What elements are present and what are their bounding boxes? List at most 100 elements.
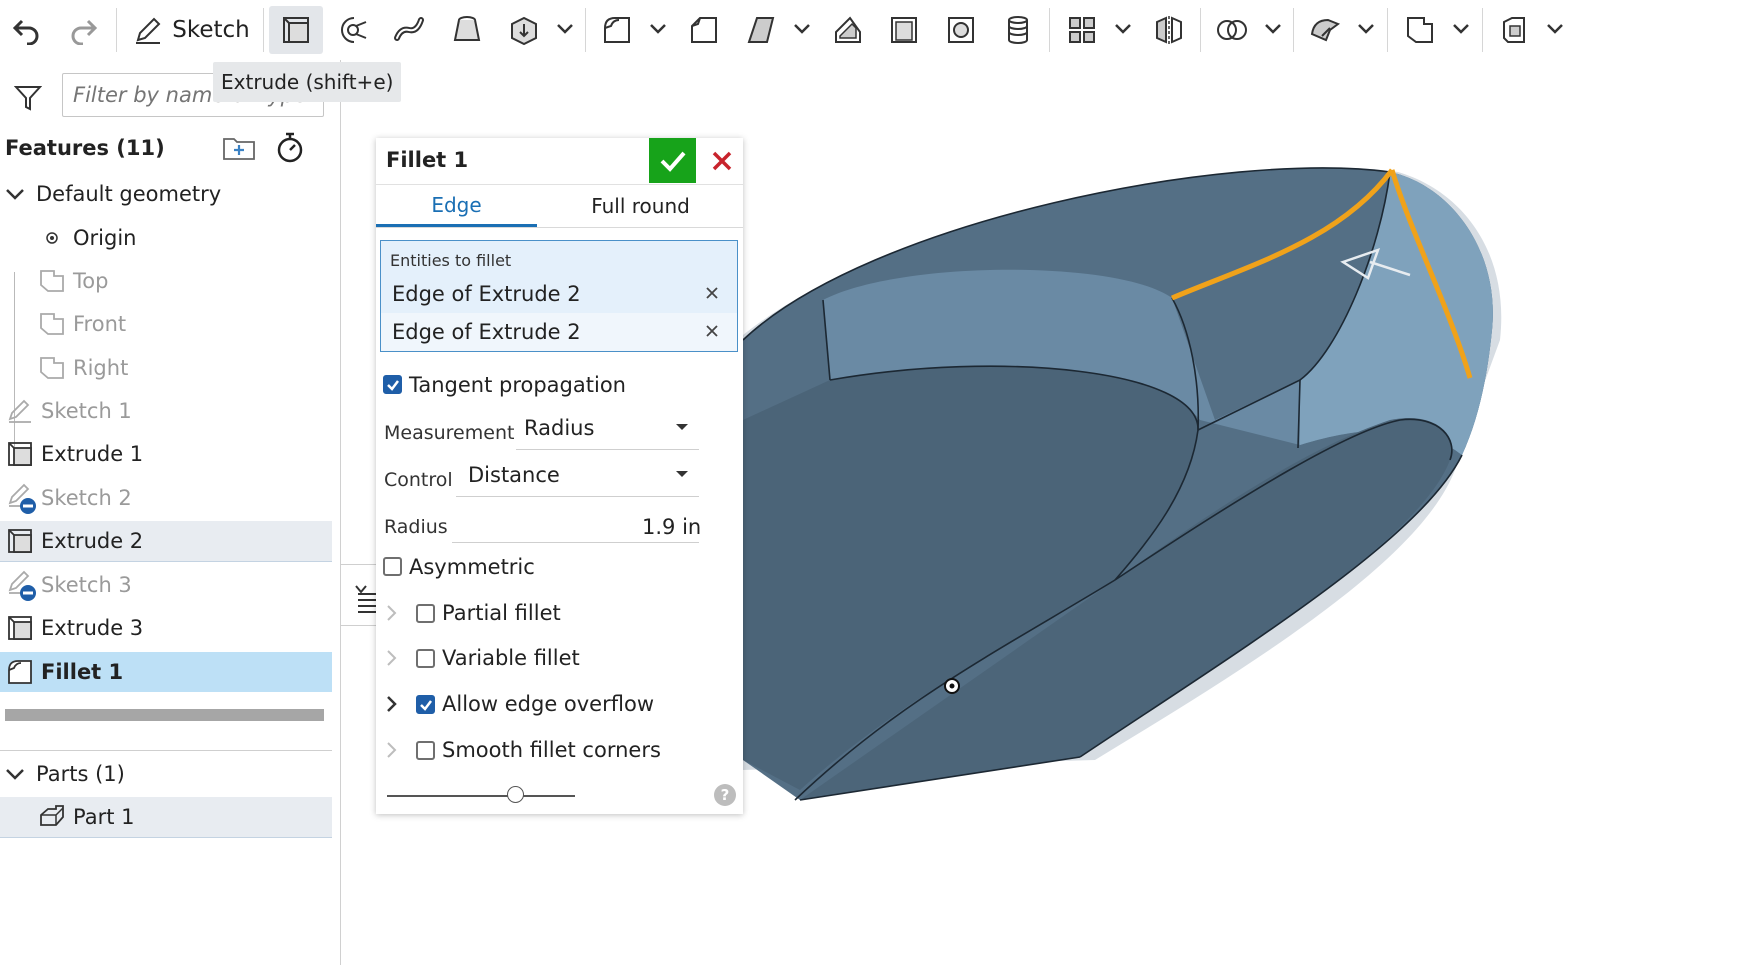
revolve-icon (341, 17, 367, 43)
variable-fillet-checkbox[interactable] (416, 649, 435, 668)
boolean-icon (1217, 20, 1247, 40)
mirror-button[interactable] (1149, 6, 1189, 54)
redo-button[interactable] (64, 6, 104, 54)
tree-item-top-plane[interactable]: Top (0, 261, 332, 301)
chamfer-button[interactable] (684, 6, 724, 54)
plane-button[interactable] (1400, 6, 1440, 54)
chevron-down-icon[interactable] (1452, 22, 1470, 36)
chevron-right-icon[interactable] (385, 649, 397, 667)
thread-icon (1008, 16, 1028, 44)
tree-item-label: Sketch 3 (41, 573, 132, 597)
chevron-down-icon[interactable] (793, 22, 811, 36)
tree-item-default-geometry[interactable]: Default geometry (0, 174, 332, 214)
tree-item-extrude-2[interactable]: Extrude 2 (0, 521, 332, 562)
shell-button[interactable] (884, 6, 924, 54)
tree-item-right-plane[interactable]: Right (0, 348, 332, 388)
tree-item-origin[interactable]: Origin (0, 218, 332, 258)
plane-icon (40, 357, 64, 379)
radius-input[interactable]: 1.9 in (642, 515, 702, 539)
detail-slider-track[interactable] (387, 795, 575, 797)
part-icon (40, 805, 64, 826)
chevron-down-icon[interactable] (1357, 22, 1375, 36)
parts-header[interactable]: Parts (1) (0, 754, 332, 794)
chevron-down-icon[interactable] (1114, 22, 1132, 36)
cancel-button[interactable] (700, 138, 743, 183)
chevron-down-icon[interactable] (1546, 22, 1564, 36)
sweep-button[interactable] (390, 6, 430, 54)
detail-slider-handle[interactable] (507, 786, 524, 803)
dropdown-arrow-icon[interactable] (675, 422, 689, 432)
sketch-consumed-icon (8, 570, 36, 601)
revolve-button[interactable] (333, 6, 373, 54)
chevron-down-icon[interactable] (4, 765, 26, 783)
remove-icon[interactable] (703, 284, 721, 302)
selected-edge[interactable] (1389, 169, 1473, 379)
chevron-down-icon[interactable] (1264, 22, 1282, 36)
loft-button[interactable] (447, 6, 487, 54)
draft-button[interactable] (741, 6, 781, 54)
extrude-icon (8, 529, 32, 553)
chevron-down-icon[interactable] (649, 22, 667, 36)
rib-button[interactable] (828, 6, 868, 54)
tangent-propagation-checkbox[interactable] (383, 375, 402, 394)
thicken-button[interactable] (504, 6, 544, 54)
pencil-icon (136, 17, 161, 44)
tree-item-extrude-3[interactable]: Extrude 3 (0, 608, 332, 648)
allow-edge-overflow-checkbox[interactable] (416, 695, 435, 714)
tree-item-fillet-1[interactable]: Fillet 1 (0, 652, 332, 692)
tab-full-round[interactable]: Full round (591, 194, 690, 218)
chevron-right-icon[interactable] (385, 695, 397, 713)
sketch-button[interactable]: Sketch (128, 6, 254, 54)
chevron-right-icon[interactable] (385, 741, 397, 759)
thicken-icon (511, 16, 537, 46)
tab-edge[interactable]: Edge (376, 185, 537, 227)
rollback-bar[interactable] (5, 709, 324, 721)
panel-divider[interactable] (340, 60, 341, 965)
tree-item-extrude-1[interactable]: Extrude 1 (0, 434, 332, 474)
sketch-consumed-icon (8, 483, 36, 514)
graphics-viewport[interactable] (341, 60, 1758, 965)
asymmetric-checkbox[interactable] (383, 557, 402, 576)
control-select[interactable]: Distance (468, 463, 560, 487)
tree-item-label: Extrude 2 (41, 529, 144, 553)
hole-button[interactable] (941, 6, 981, 54)
split-button[interactable] (1305, 6, 1345, 54)
mate-connector-button[interactable] (1494, 6, 1534, 54)
chevron-down-icon[interactable] (556, 22, 574, 36)
remove-icon[interactable] (703, 322, 721, 340)
undo-button[interactable] (6, 6, 46, 54)
chevron-right-icon[interactable] (385, 604, 397, 622)
tree-item-sketch-2[interactable]: Sketch 2 (0, 478, 332, 518)
model-view[interactable] (341, 60, 1758, 965)
pattern-button[interactable] (1062, 6, 1102, 54)
tree-item-front-plane[interactable]: Front (0, 304, 332, 344)
part-item-part-1[interactable]: Part 1 (0, 797, 332, 838)
entities-to-fillet-field[interactable]: Entities to fillet Edge of Extrude 2 Edg… (380, 240, 738, 352)
boolean-button[interactable] (1212, 6, 1252, 54)
smooth-fillet-corners-checkbox[interactable] (416, 741, 435, 760)
selected-edge[interactable] (1171, 168, 1395, 301)
tree-item-sketch-1[interactable]: Sketch 1 (0, 391, 332, 431)
fillet-icon (8, 660, 32, 684)
partial-fillet-checkbox[interactable] (416, 604, 435, 623)
accept-button[interactable] (649, 138, 696, 183)
dropdown-arrow-icon[interactable] (675, 469, 689, 479)
list-icon[interactable] (352, 584, 380, 614)
sketch-icon (8, 399, 31, 423)
help-icon[interactable]: ? (714, 784, 736, 806)
tree-item-sketch-3[interactable]: Sketch 3 (0, 565, 332, 605)
parts-header-label: Parts (1) (36, 762, 125, 786)
tree-item-label: Extrude 1 (41, 442, 144, 466)
fillet-button[interactable] (597, 6, 637, 54)
entity-item[interactable]: Edge of Extrude 2 (381, 275, 737, 313)
extrude-icon (283, 17, 309, 43)
stopwatch-icon[interactable] (274, 130, 306, 164)
filter-icon[interactable] (14, 84, 42, 112)
add-folder-icon[interactable] (222, 133, 256, 161)
tree-item-label: Part 1 (73, 805, 135, 829)
extrude-button[interactable] (269, 6, 323, 54)
entity-item[interactable]: Edge of Extrude 2 (381, 313, 737, 351)
thread-button[interactable] (998, 6, 1038, 54)
measurement-select[interactable]: Radius (524, 416, 595, 440)
chevron-down-icon[interactable] (4, 185, 26, 203)
